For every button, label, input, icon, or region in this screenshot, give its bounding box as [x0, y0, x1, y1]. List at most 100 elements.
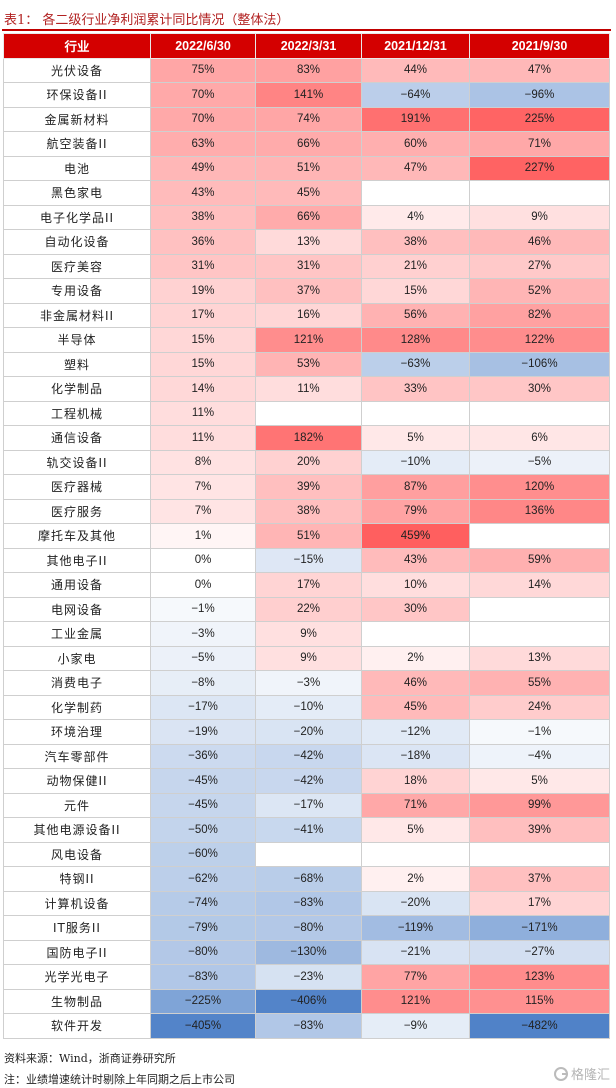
value-cell: 71% — [469, 131, 610, 157]
table-row: 风电设备 −60% — [3, 841, 610, 867]
table-row: 医疗服务 7% 38% 79% 136% — [3, 498, 610, 524]
value-cell — [255, 400, 362, 426]
value-cell: −406% — [255, 988, 362, 1014]
table-title: 表1： 各二级行业净利润累计同比情况（整体法） — [4, 13, 290, 28]
industry-cell: 航空装备II — [3, 131, 151, 157]
value-cell: 66% — [255, 131, 362, 157]
industry-cell: 专用设备 — [3, 278, 151, 304]
value-cell: 38% — [255, 498, 362, 524]
value-cell: −21% — [361, 939, 470, 965]
header-2022-06-30: 2022/6/30 — [150, 33, 256, 59]
value-cell: −15% — [255, 547, 362, 573]
value-cell: −5% — [150, 645, 256, 671]
industry-cell: 电子化学品II — [3, 204, 151, 230]
value-cell — [469, 596, 610, 622]
table-header-row: 行业 2022/6/30 2022/3/31 2021/12/31 2021/9… — [3, 33, 610, 59]
industry-cell: 轨交设备II — [3, 449, 151, 475]
industry-cell: IT服务II — [3, 915, 151, 941]
industry-cell: 光伏设备 — [3, 57, 151, 83]
value-cell: −10% — [255, 694, 362, 720]
table-row: 航空装备II 63% 66% 60% 71% — [3, 131, 610, 157]
value-cell: 60% — [361, 131, 470, 157]
table-row: 工程机械 11% — [3, 400, 610, 426]
value-cell — [469, 841, 610, 867]
footnote: 注：业绩增速统计时剔除上年同期之后上市公司 — [4, 1073, 235, 1086]
industry-cell: 消费电子 — [3, 670, 151, 696]
watermark: 格隆汇 — [553, 1064, 610, 1083]
value-cell: −119% — [361, 915, 470, 941]
value-cell: 5% — [361, 425, 470, 451]
value-cell: 37% — [469, 866, 610, 892]
value-cell: 182% — [255, 425, 362, 451]
value-cell: 39% — [255, 474, 362, 500]
value-cell: 15% — [361, 278, 470, 304]
value-cell: 20% — [255, 449, 362, 475]
value-cell: −171% — [469, 915, 610, 941]
value-cell: 79% — [361, 498, 470, 524]
value-cell: −3% — [255, 670, 362, 696]
industry-cell: 非金属材料II — [3, 302, 151, 328]
value-cell: 47% — [361, 155, 470, 181]
value-cell: −83% — [255, 1013, 362, 1039]
value-cell: 22% — [255, 596, 362, 622]
industry-cell: 元件 — [3, 792, 151, 818]
industry-cell: 动物保健II — [3, 768, 151, 794]
value-cell: 83% — [255, 57, 362, 83]
value-cell: 38% — [361, 229, 470, 255]
value-cell: 77% — [361, 964, 470, 990]
value-cell: −1% — [469, 719, 610, 745]
table-body: 光伏设备 75% 83% 44% 47% 环保设备II 70% 141% −64% −96% 金属新… — [3, 57, 610, 1039]
value-cell: −96% — [469, 82, 610, 108]
value-cell: 99% — [469, 792, 610, 818]
value-cell: −17% — [255, 792, 362, 818]
value-cell: 7% — [150, 474, 256, 500]
value-cell: −63% — [361, 351, 470, 377]
value-cell: −83% — [255, 890, 362, 916]
value-cell: 459% — [361, 523, 470, 549]
value-cell: −50% — [150, 817, 256, 843]
value-cell: 15% — [150, 327, 256, 353]
value-cell: 46% — [361, 670, 470, 696]
watermark-text: 格隆汇 — [570, 1068, 610, 1083]
value-cell: −9% — [361, 1013, 470, 1039]
value-cell: 38% — [150, 204, 256, 230]
value-cell: −64% — [361, 82, 470, 108]
value-cell: −74% — [150, 890, 256, 916]
industry-cell: 自动化设备 — [3, 229, 151, 255]
value-cell: −5% — [469, 449, 610, 475]
value-cell: −41% — [255, 817, 362, 843]
value-cell: 43% — [361, 547, 470, 573]
value-cell: −106% — [469, 351, 610, 377]
table-row: 特钢II −62% −68% 2% 37% — [3, 866, 610, 892]
value-cell: 15% — [150, 351, 256, 377]
value-cell: 2% — [361, 645, 470, 671]
value-cell: 39% — [469, 817, 610, 843]
value-cell: −79% — [150, 915, 256, 941]
value-cell: −23% — [255, 964, 362, 990]
industry-cell: 黑色家电 — [3, 180, 151, 206]
value-cell: 5% — [469, 768, 610, 794]
value-cell: 8% — [150, 449, 256, 475]
value-cell: 120% — [469, 474, 610, 500]
value-cell: 227% — [469, 155, 610, 181]
value-cell: 55% — [469, 670, 610, 696]
table-row: 国防电子II −80% −130% −21% −27% — [3, 939, 610, 965]
value-cell: 0% — [150, 572, 256, 598]
value-cell: 51% — [255, 155, 362, 181]
value-cell — [469, 523, 610, 549]
value-cell — [469, 400, 610, 426]
value-cell: −27% — [469, 939, 610, 965]
table-row: 化学制品 14% 11% 33% 30% — [3, 376, 610, 402]
table-row: 环保设备II 70% 141% −64% −96% — [3, 82, 610, 108]
industry-cell: 医疗美容 — [3, 253, 151, 279]
value-cell: 45% — [255, 180, 362, 206]
value-cell: 7% — [150, 498, 256, 524]
table-row: 摩托车及其他 1% 51% 459% — [3, 523, 610, 549]
value-cell: 75% — [150, 57, 256, 83]
value-cell: 13% — [255, 229, 362, 255]
value-cell: 66% — [255, 204, 362, 230]
value-cell: 43% — [150, 180, 256, 206]
industry-cell: 医疗器械 — [3, 474, 151, 500]
value-cell: −130% — [255, 939, 362, 965]
value-cell: 87% — [361, 474, 470, 500]
